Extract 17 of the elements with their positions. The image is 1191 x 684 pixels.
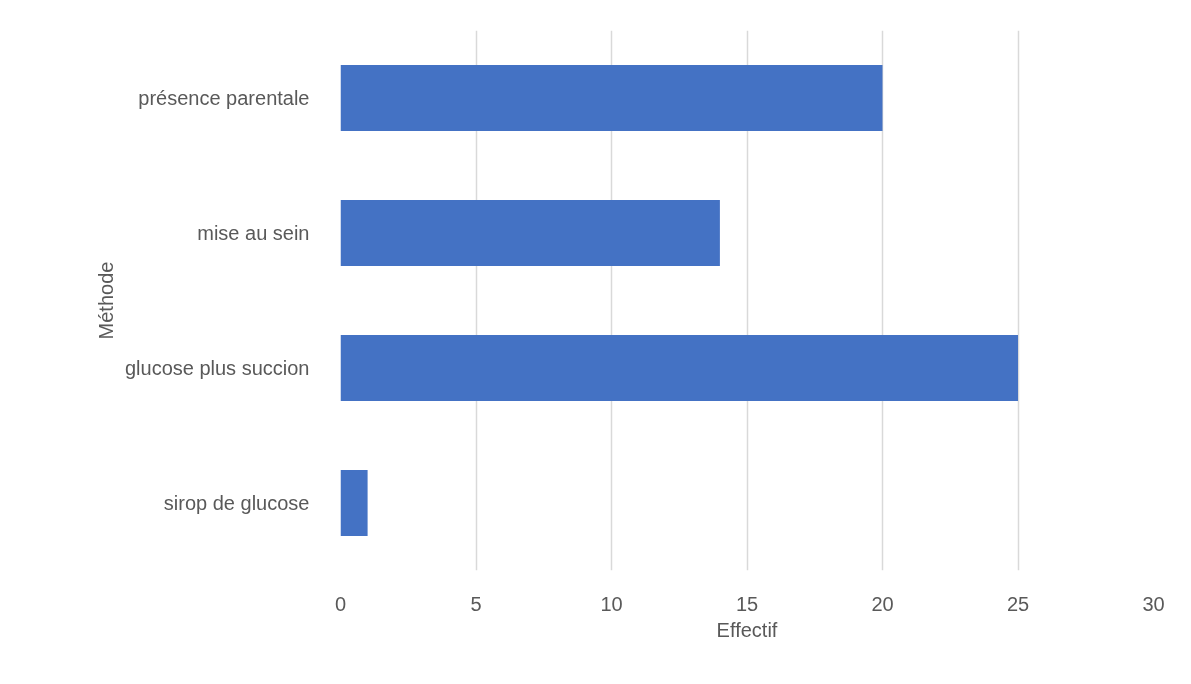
bar	[340, 469, 368, 537]
x-axis-title: Effectif	[716, 618, 778, 641]
x-tick-label: 30	[1142, 592, 1165, 615]
x-tick-label: 0	[334, 592, 347, 615]
x-tick-label: 15	[735, 592, 759, 615]
x-tick-label: 25	[1006, 592, 1030, 615]
y-axis-title: Méthode	[94, 261, 117, 340]
bar	[340, 334, 1018, 402]
y-tick-label: présence parentale	[138, 87, 310, 109]
bar	[340, 199, 720, 267]
y-tick-label: sirop de glucose	[163, 492, 310, 514]
x-tick-label: 5	[470, 592, 482, 615]
y-tick-label: glucose plus succion	[124, 357, 310, 379]
y-tick-label: mise au sein	[197, 222, 310, 244]
x-tick-label: 10	[600, 592, 623, 615]
bar	[340, 64, 883, 132]
x-tick-label: 20	[871, 592, 894, 615]
